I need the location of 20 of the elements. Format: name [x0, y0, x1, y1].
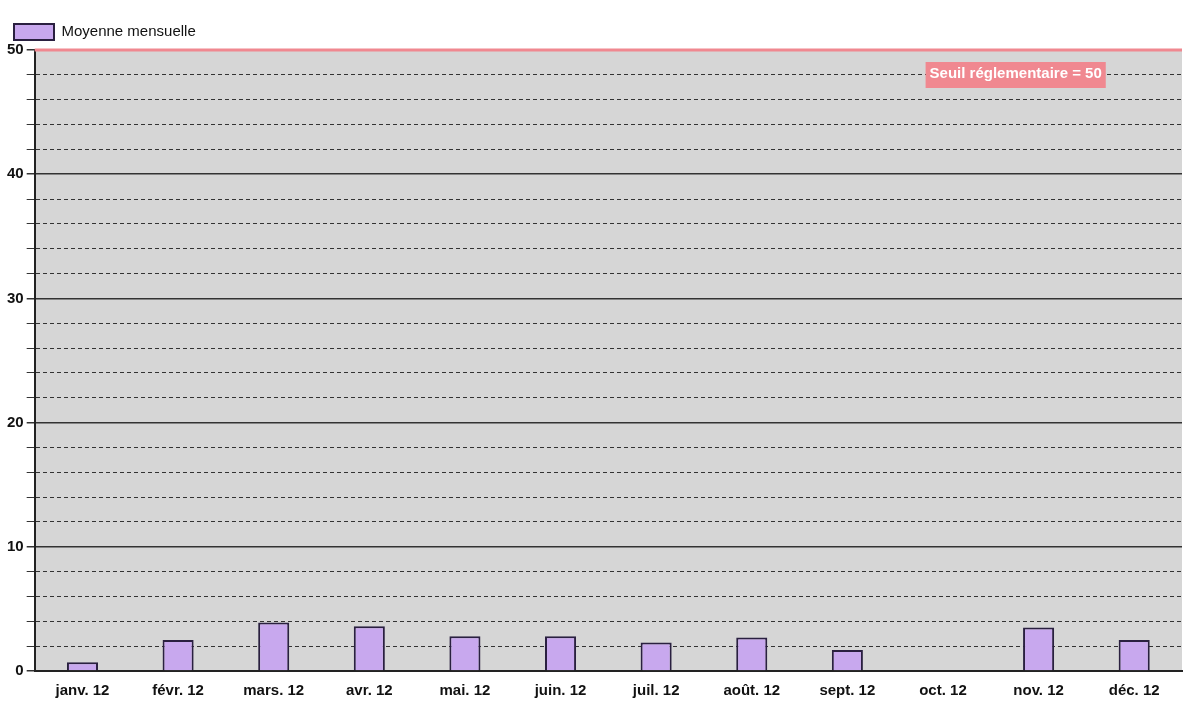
legend-label: Moyenne mensuelle	[61, 22, 196, 40]
ref-line-label: Seuil réglementaire = 50	[929, 63, 1102, 81]
x-tick-label: juil. 12	[631, 681, 680, 699]
x-tick-label: déc. 12	[1108, 681, 1160, 699]
x-tick-label: nov. 12	[1013, 681, 1064, 699]
y-tick-label: 20	[7, 412, 24, 430]
x-tick-label: mai. 12	[439, 681, 491, 699]
x-tick-label: avr. 12	[345, 681, 393, 699]
x-tick-label: sept. 12	[819, 681, 876, 699]
y-tick-label: 30	[7, 288, 24, 306]
y-tick-label: 0	[15, 661, 24, 679]
x-tick-label: mars. 12	[243, 681, 305, 699]
x-tick-label: août. 12	[723, 681, 781, 699]
x-tick-label: juin. 12	[533, 681, 587, 699]
x-tick-label: janv. 12	[54, 681, 110, 699]
y-tick-label: 40	[7, 164, 24, 182]
y-tick-label: 10	[7, 536, 24, 554]
x-tick-label: oct. 12	[919, 681, 967, 699]
x-tick-label: févr. 12	[152, 681, 204, 699]
y-tick-label: 50	[7, 40, 24, 58]
